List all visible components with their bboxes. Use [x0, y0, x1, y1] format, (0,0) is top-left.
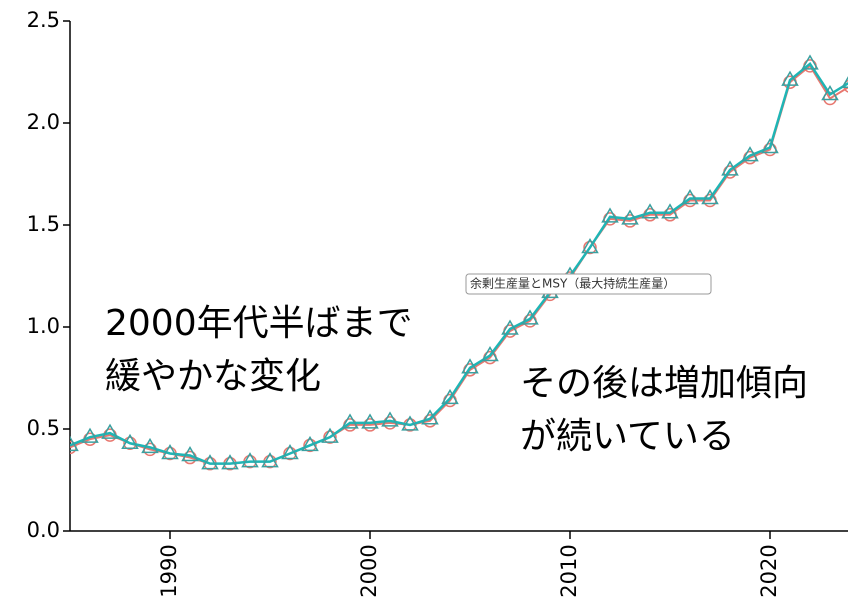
point	[381, 411, 399, 427]
point	[303, 438, 317, 453]
annotation: が続いている	[520, 416, 735, 457]
point	[521, 309, 539, 325]
y-tick-label: 1.5	[27, 212, 60, 236]
x-tick-label: 2020	[757, 544, 781, 597]
point	[323, 430, 337, 444]
point	[501, 319, 519, 335]
tooltip: 余剰生産量とMSY（最大持続生産量）	[470, 276, 675, 291]
point	[341, 413, 359, 429]
point	[321, 427, 339, 443]
point	[421, 409, 439, 425]
point	[721, 160, 739, 176]
y-tick-label: 2.0	[27, 110, 60, 134]
point	[661, 203, 679, 219]
point	[741, 146, 759, 162]
series-line	[70, 61, 848, 465]
point	[801, 54, 819, 70]
annotation: 2000年代半ばまで	[105, 303, 413, 344]
point	[261, 452, 279, 468]
point	[641, 203, 659, 219]
point	[781, 70, 799, 86]
plot-area	[70, 54, 848, 471]
annotation: 緩やかな変化	[105, 356, 321, 397]
point	[583, 240, 597, 255]
point	[221, 454, 239, 470]
point	[701, 188, 719, 205]
point	[761, 137, 779, 154]
point	[301, 435, 319, 452]
point	[141, 437, 159, 454]
point	[201, 454, 219, 470]
point	[821, 84, 839, 101]
point	[181, 446, 199, 462]
point	[681, 188, 699, 205]
y-tick-label: 0.5	[27, 416, 60, 440]
point	[161, 443, 179, 460]
point	[361, 413, 379, 429]
y-tick-label: 1.0	[27, 314, 60, 338]
point	[441, 388, 459, 405]
tooltip-box	[465, 273, 712, 295]
x-tick-label: 1990	[157, 544, 181, 597]
point	[70, 435, 79, 452]
point	[283, 446, 297, 461]
point	[401, 415, 419, 431]
y-tick-label: 2.5	[27, 8, 60, 32]
point	[601, 207, 619, 223]
point	[281, 443, 299, 460]
point	[841, 76, 848, 88]
point	[621, 209, 639, 225]
point	[81, 427, 99, 443]
point	[481, 346, 499, 362]
x-tick-label: 2000	[357, 544, 381, 597]
annotation: その後は増加傾向	[520, 363, 808, 404]
series-line	[70, 64, 848, 465]
point	[121, 433, 139, 450]
x-tick-label: 2010	[557, 544, 581, 597]
point	[461, 358, 479, 374]
point	[241, 452, 259, 468]
point	[101, 423, 119, 439]
point	[581, 237, 599, 254]
y-tick-label: 0.0	[27, 518, 60, 542]
